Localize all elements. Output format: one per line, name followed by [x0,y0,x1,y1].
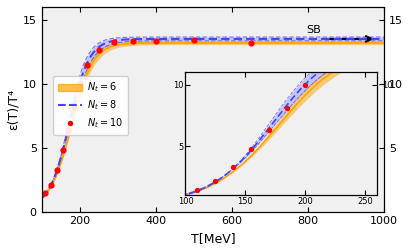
Point [76,82,83,86]
Point [247,41,254,45]
Y-axis label: ε(T)/T⁴: ε(T)/T⁴ [7,89,20,130]
Point [59,148,65,152]
Point [110,40,117,44]
Point [84,63,90,67]
Point [70,105,77,109]
Point [65,129,71,133]
Point [95,48,102,52]
Point [54,168,60,172]
Point [42,191,49,195]
Text: SB: SB [306,25,321,35]
Legend: $N_t=6$, $N_t=8$, $N_t=10$: $N_t=6$, $N_t=8$, $N_t=10$ [53,76,128,135]
Point [152,39,159,43]
X-axis label: T[MeV]: T[MeV] [190,232,235,245]
Point [48,182,54,186]
Point [190,38,197,42]
Point [129,39,136,43]
